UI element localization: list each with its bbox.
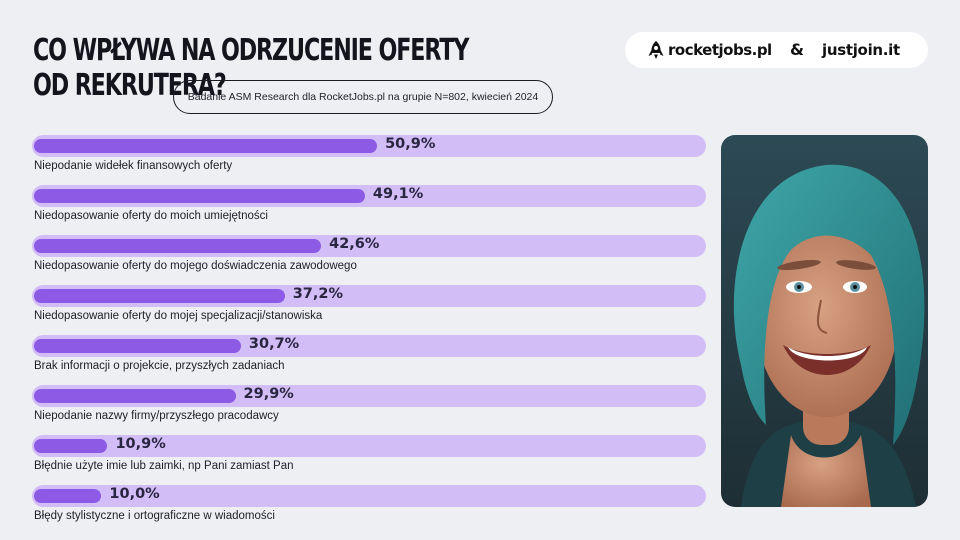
bar-category-label: Niepodanie widełek finansowych oferty xyxy=(34,160,233,172)
bar-fill xyxy=(34,439,108,453)
bar-category-label: Niedopasowanie oferty do moich umiejętno… xyxy=(34,210,268,222)
bar-category-label: Brak informacji o projekcie, przyszłych … xyxy=(34,360,285,372)
logo-bar: rocketjobs.pl & justjoin.it xyxy=(625,32,928,68)
justjoin-logo: justjoin.it xyxy=(822,41,900,59)
bar-row: 49,1% Niedopasowanie oferty do moich umie… xyxy=(32,185,706,231)
bar-fill xyxy=(34,189,365,203)
title-line-2: OD REKRUTERA? xyxy=(33,68,227,103)
bar-fill xyxy=(34,239,322,253)
bar-category-label: Błędy stylistyczne i ortograficzne w wia… xyxy=(34,510,275,522)
bar-track xyxy=(32,335,706,357)
bar-row: 29,9% Niepodanie nazwy firmy/przyszłego p… xyxy=(32,385,706,431)
bar-row: 10,0% Błędy stylistyczne i ortograficzne … xyxy=(32,485,706,531)
bar-value-label: 30,7% xyxy=(248,336,300,352)
bar-fill xyxy=(34,389,236,403)
survey-source-badge: Badanie ASM Research dla RocketJobs.pl n… xyxy=(173,80,553,114)
bar-track xyxy=(32,385,706,407)
bar-track xyxy=(32,435,706,457)
bar-category-label: Błędnie użyte imie lub zaimki, np Pani z… xyxy=(34,460,294,472)
bar-track xyxy=(32,485,706,507)
portrait-photo xyxy=(721,135,928,507)
bar-value-label: 50,9% xyxy=(385,136,436,152)
ampersand: & xyxy=(790,40,804,59)
bar-value-label: 37,2% xyxy=(292,286,344,302)
bar-value-label: 29,9% xyxy=(243,386,294,402)
title-line-1: CO WPŁYWA NA ODRZUCENIE OFERTY xyxy=(33,33,469,68)
bar-category-label: Niedopasowanie oferty do mojego doświadc… xyxy=(34,260,357,272)
bar-value-label: 42,6% xyxy=(329,236,380,252)
bar-fill xyxy=(34,139,378,153)
bar-track xyxy=(32,285,706,307)
bar-row: 30,7% Brak informacji o projekcie, przysz… xyxy=(32,335,706,381)
bar-fill xyxy=(34,489,102,503)
rocketjobs-logo: rocketjobs.pl xyxy=(668,41,772,59)
bar-row: 50,9% Niepodanie widełek finansowych ofer… xyxy=(32,135,706,181)
bar-value-label: 10,0% xyxy=(109,486,160,502)
bar-track xyxy=(32,135,706,157)
bar-value-label: 49,1% xyxy=(372,186,424,202)
page-title: CO WPŁYWA NA ODRZUCENIE OFERTY OD REKRUT… xyxy=(33,33,469,103)
bar-value-label: 10,9% xyxy=(115,436,166,452)
bar-row: 42,6% Niedopasowanie oferty do mojego doś… xyxy=(32,235,706,281)
bar-category-label: Niepodanie nazwy firmy/przyszłego pracod… xyxy=(34,410,279,422)
bar-row: 10,9% Błędnie użyte imie lub zaimki, np P… xyxy=(32,435,706,481)
bar-chart: 50,9% Niepodanie widełek finansowych ofer… xyxy=(32,135,706,531)
bar-fill xyxy=(34,289,285,303)
bar-track xyxy=(32,185,706,207)
rocket-icon xyxy=(648,41,664,59)
bar-track xyxy=(32,235,706,257)
bar-category-label: Niedopasowanie oferty do mojej specjaliz… xyxy=(34,310,323,322)
bar-row: 37,2% Niedopasowanie oferty do mojej spec… xyxy=(32,285,706,331)
bar-fill xyxy=(34,339,241,353)
